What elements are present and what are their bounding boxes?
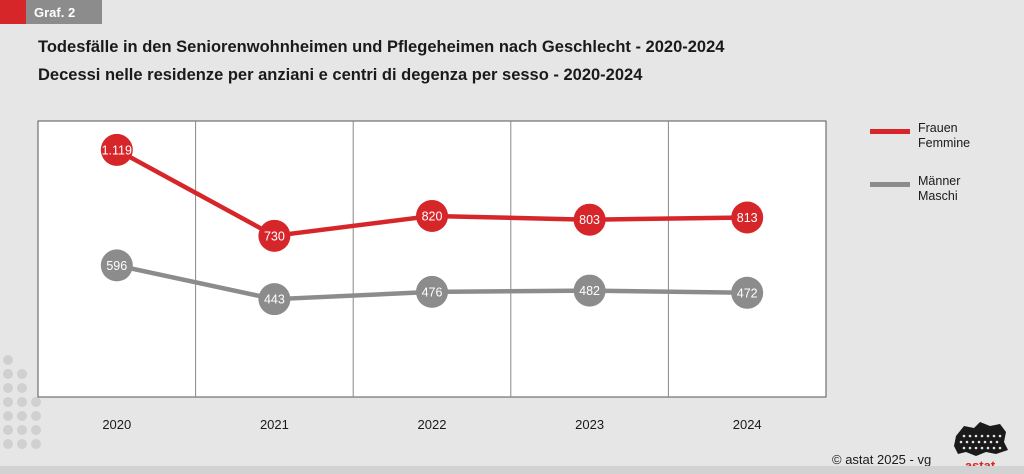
data-point — [100, 133, 133, 166]
data-label: 1.119 — [102, 143, 132, 157]
data-label: 482 — [579, 284, 600, 298]
data-point — [573, 203, 606, 236]
decorative-dot-pattern — [3, 355, 41, 449]
data-label: 820 — [422, 209, 443, 223]
x-tick-label: 2023 — [575, 417, 604, 432]
bottom-bar — [0, 466, 1024, 474]
astat-logo: astat — [950, 418, 1010, 473]
data-point — [416, 275, 448, 308]
data-point — [258, 283, 291, 316]
badge-accent — [0, 0, 26, 24]
chart-title-german: Todesfälle in den Seniorenwohnheimen und… — [38, 38, 725, 56]
legend-swatch-frauen — [870, 129, 910, 134]
astat-logo-map — [954, 422, 1008, 456]
chart-title-italian: Decessi nelle residenze per anziani e ce… — [38, 66, 643, 84]
plot-area — [37, 120, 827, 398]
x-tick-label: 2022 — [418, 417, 447, 432]
legend-label-frauen: Frauen Femmine — [918, 121, 970, 151]
x-tick-label: 2024 — [733, 417, 762, 432]
data-point — [573, 274, 606, 307]
x-tick-label: 2021 — [260, 417, 289, 432]
legend-label-maenner-it: Maschi — [918, 189, 958, 203]
data-label: 813 — [737, 211, 758, 225]
data-point — [731, 276, 764, 309]
copyright-text: © astat 2025 - vg — [832, 452, 932, 467]
data-point — [258, 219, 291, 252]
data-point — [731, 201, 764, 234]
legend-label-maenner-de: Männer — [918, 174, 961, 188]
data-label: 730 — [264, 229, 285, 243]
legend-item-maenner: Männer Maschi — [870, 174, 960, 204]
badge-label: Graf. 2 — [34, 4, 76, 20]
x-tick-label: 2020 — [102, 417, 131, 432]
legend-label-frauen-it: Femmine — [918, 136, 971, 150]
legend-item-frauen: Frauen Femmine — [870, 121, 970, 151]
data-label: 472 — [737, 286, 758, 300]
figure-badge: Graf. 2 — [0, 0, 102, 24]
data-label: 803 — [579, 213, 600, 227]
data-label: 596 — [106, 259, 127, 273]
legend-swatch-maenner — [870, 182, 910, 187]
data-point — [100, 249, 133, 282]
legend-label-frauen-de: Frauen — [918, 121, 958, 135]
data-label: 476 — [422, 285, 443, 299]
legend-label-maenner: Männer Maschi — [918, 174, 960, 204]
data-point — [416, 199, 448, 232]
data-label: 443 — [264, 293, 285, 307]
